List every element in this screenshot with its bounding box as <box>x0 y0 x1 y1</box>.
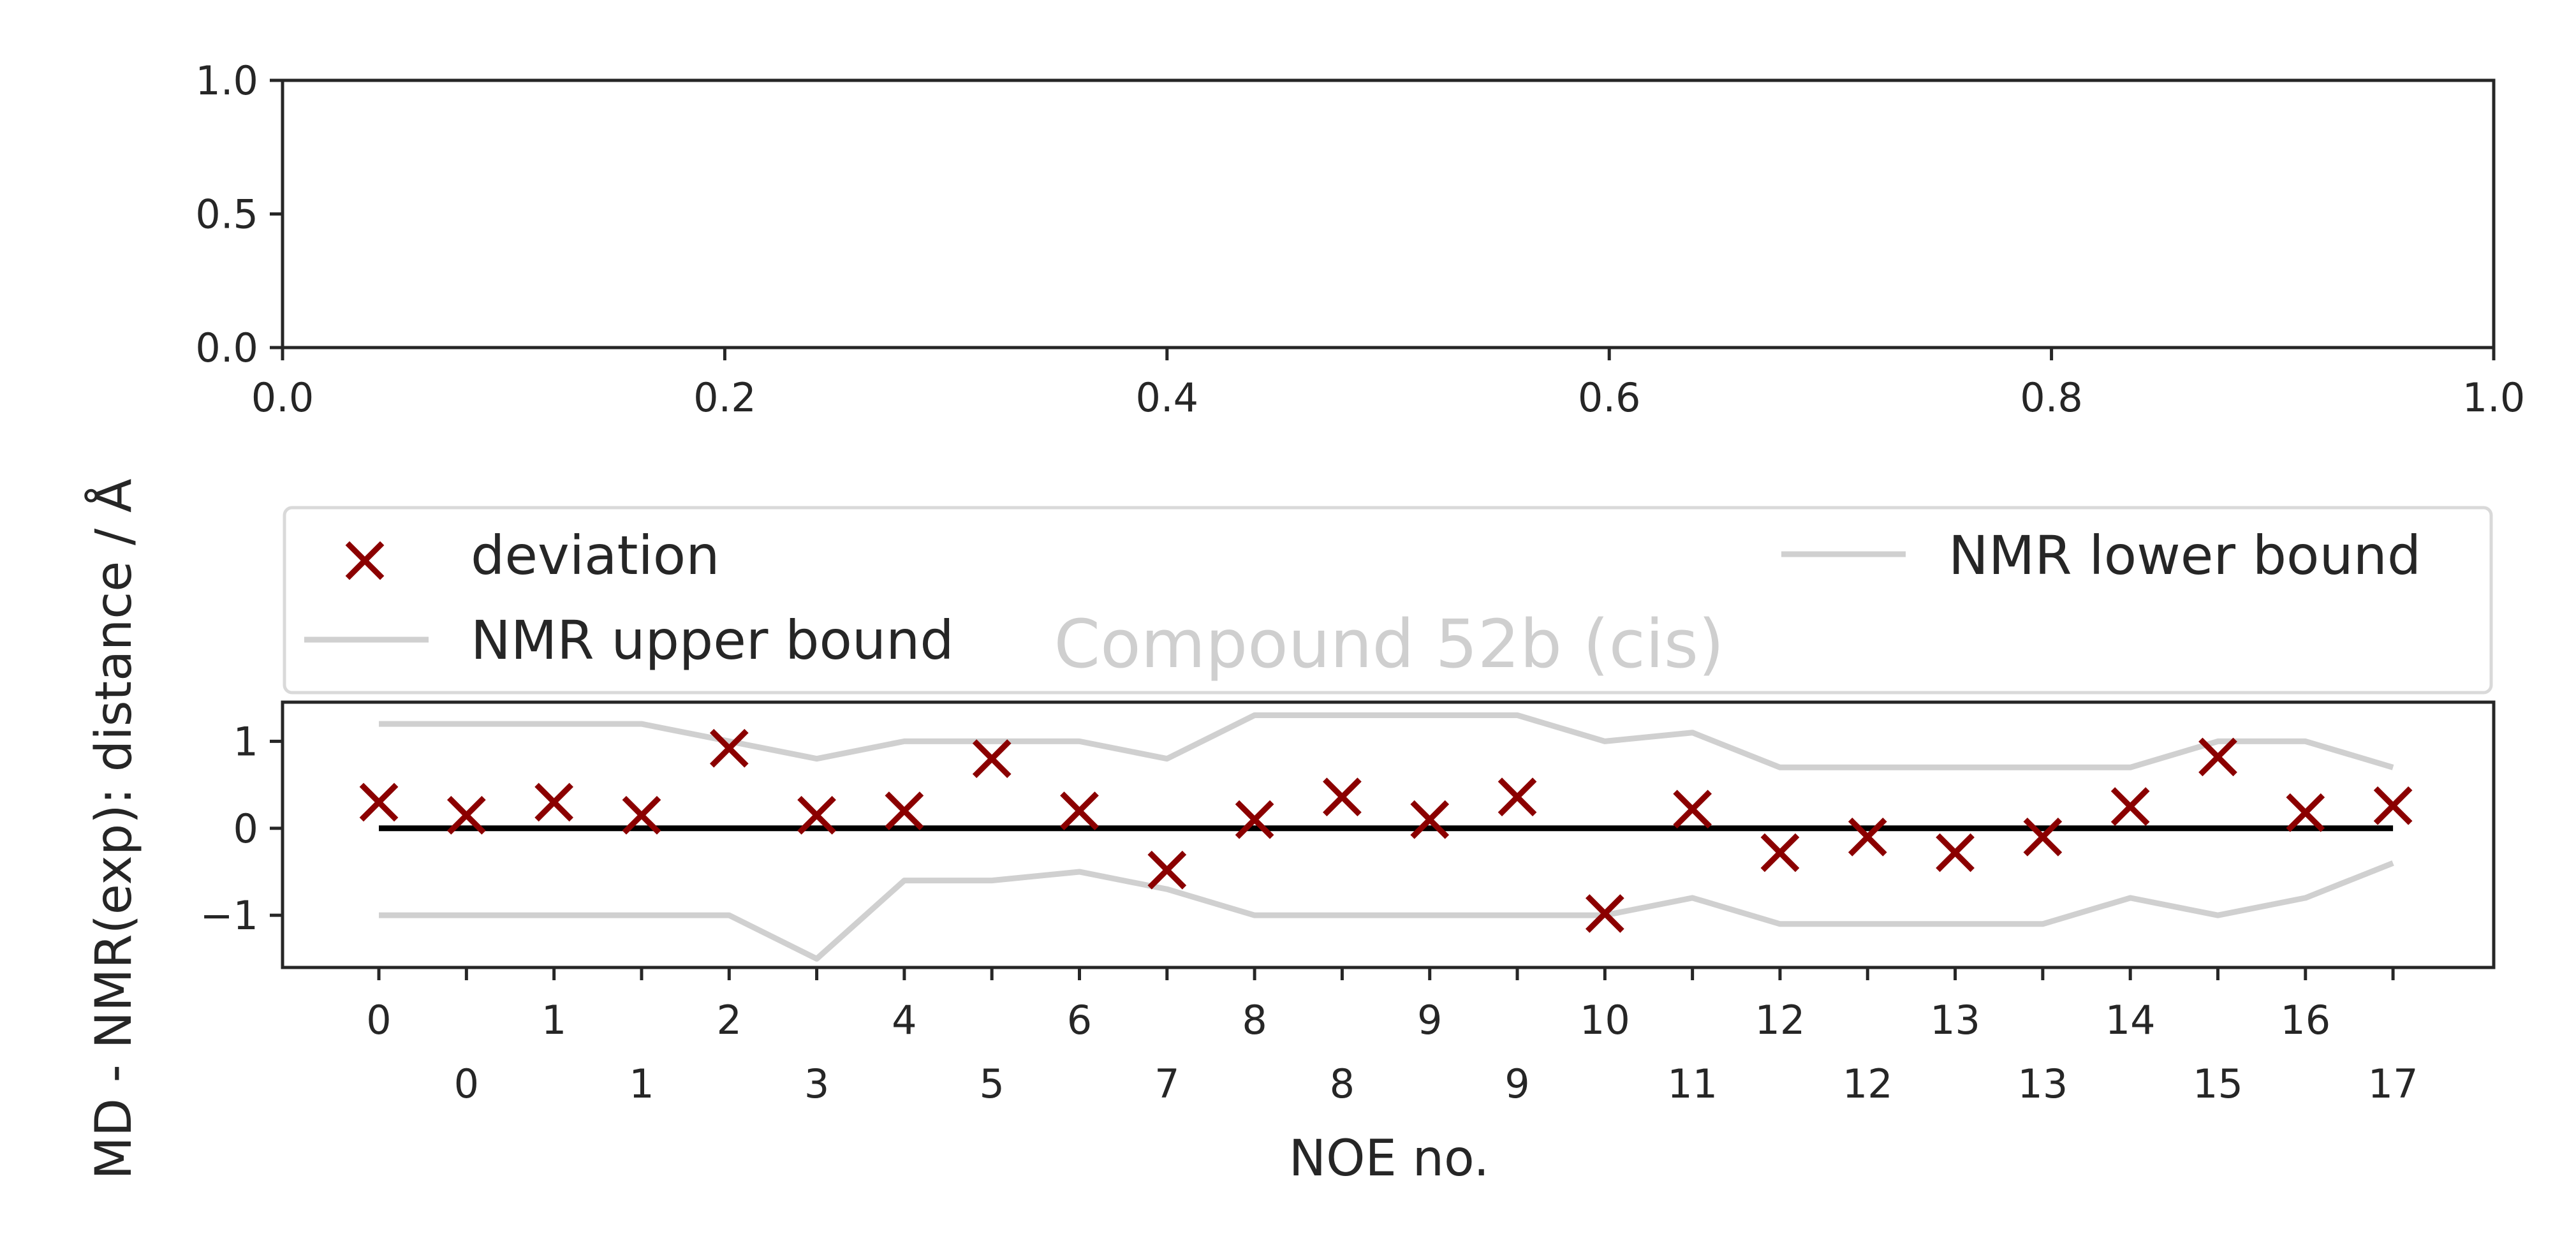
deviation-point <box>2198 737 2237 777</box>
bottom-y-ticks: 1 0 −1 <box>200 718 283 939</box>
y-axis-label: MD - NMR(exp): distance / Å <box>84 479 143 1180</box>
bottom-x-tick-label: 5 <box>979 1061 1004 1107</box>
bottom-x-tick-label: 7 <box>1154 1061 1179 1107</box>
legend-label-lower-bound: NMR lower bound <box>1948 524 2421 587</box>
lower-bound-line <box>379 860 2394 962</box>
bottom-x-tick-label: 14 <box>2105 997 2156 1043</box>
deviation-point <box>709 728 749 768</box>
bottom-x-tick-label: 17 <box>2368 1061 2418 1107</box>
top-x-tick-label: 0.0 <box>251 374 314 421</box>
bottom-x-tick-label: 16 <box>2280 997 2330 1043</box>
bottom-x-tick-label: 11 <box>1667 1061 1718 1107</box>
deviation-point <box>972 739 1012 779</box>
legend-frame <box>283 506 2493 695</box>
bottom-y-tick-label: 0 <box>233 805 258 852</box>
deviation-point <box>1936 833 1975 872</box>
top-x-tick-label: 0.6 <box>1578 374 1641 421</box>
top-x-tick-label: 0.2 <box>693 374 756 421</box>
top-x-tick-label: 0.4 <box>1135 374 1198 421</box>
legend-label-upper-bound: NMR upper bound <box>471 609 954 672</box>
legend: deviation NMR upper bound NMR lower boun… <box>283 506 2493 695</box>
bottom-x-tick-label: 9 <box>1505 1061 1529 1107</box>
bottom-x-tick-label: 4 <box>892 997 916 1043</box>
top-y-tick-label: 0.5 <box>195 191 258 238</box>
deviation-point <box>2286 793 2325 832</box>
legend-marker-deviation <box>345 541 385 580</box>
bottom-x-tick-label: 1 <box>629 1061 654 1107</box>
deviation-point <box>1673 790 1712 829</box>
deviation-point <box>1235 800 1274 839</box>
bottom-y-tick-label: −1 <box>200 892 258 939</box>
bottom-x-tick-label: 3 <box>804 1061 829 1107</box>
deviation-point <box>2023 818 2063 857</box>
bottom-x-tick-label: 15 <box>2193 1061 2243 1107</box>
top-axes: 0.0 0.2 0.4 0.6 0.8 1.0 0.0 0.5 1.0 <box>195 57 2525 421</box>
top-y-ticks: 0.0 0.5 1.0 <box>195 57 283 371</box>
bottom-x-tick-label: 8 <box>1242 997 1267 1043</box>
deviation-point <box>622 795 661 835</box>
bottom-x-tick-label: 13 <box>1930 997 1980 1043</box>
deviation-point <box>885 791 924 830</box>
bottom-x-tick-label: 9 <box>1417 997 1442 1043</box>
deviation-point <box>2110 787 2150 827</box>
deviation-point <box>1848 818 1887 857</box>
deviation-point <box>797 795 836 835</box>
bound-lines <box>379 712 2394 962</box>
deviation-point <box>359 783 399 822</box>
top-y-tick-label: 0.0 <box>195 325 258 371</box>
bottom-axes-frame <box>281 700 2496 969</box>
bottom-y-tick-label: 1 <box>233 718 258 765</box>
x-axis-label: NOE no. <box>1289 1130 1489 1188</box>
deviation-points <box>359 728 2413 933</box>
deviation-point <box>1060 791 1099 830</box>
bottom-x-tick-label: 10 <box>1580 997 1630 1043</box>
upper-bound-line <box>379 712 2394 770</box>
bottom-x-tick-label: 12 <box>1755 997 1805 1043</box>
bottom-x-tick-label: 6 <box>1067 997 1092 1043</box>
legend-label-deviation: deviation <box>471 524 719 587</box>
top-y-tick-label: 1.0 <box>195 57 258 104</box>
bottom-x-tick-label: 12 <box>1843 1061 1893 1107</box>
bottom-x-tick-label: 1 <box>541 997 566 1043</box>
bottom-x-tick-label: 0 <box>454 1061 479 1107</box>
top-x-tick-label: 1.0 <box>2462 374 2526 421</box>
deviation-point <box>2373 786 2413 825</box>
deviation-point <box>1323 777 1362 817</box>
deviation-point <box>534 783 574 822</box>
bottom-x-tick-label: 8 <box>1330 1061 1355 1107</box>
deviation-point <box>1498 777 1537 817</box>
chart-title: Compound 52b (cis) <box>1054 605 1725 683</box>
bottom-x-tick-label: 13 <box>2017 1061 2068 1107</box>
deviation-point <box>1147 850 1187 890</box>
top-x-tick-label: 0.8 <box>2020 374 2083 421</box>
bottom-x-tick-label: 2 <box>717 997 742 1043</box>
top-x-ticks: 0.0 0.2 0.4 0.6 0.8 1.0 <box>251 348 2526 421</box>
deviation-point <box>1585 894 1624 933</box>
deviation-point <box>1410 800 1450 839</box>
bottom-x-tick-label: 0 <box>366 997 391 1043</box>
deviation-point <box>446 795 486 835</box>
deviation-point <box>1760 833 1800 872</box>
